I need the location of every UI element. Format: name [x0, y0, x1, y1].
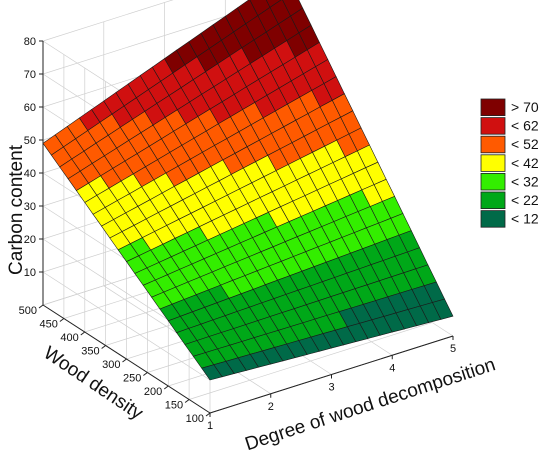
- z-tick-label: 80: [24, 36, 36, 48]
- z-tick-label: 10: [24, 267, 36, 279]
- y-tick-mark: [163, 385, 169, 390]
- surface-plot: [42, 0, 454, 381]
- legend-label: < 22: [511, 192, 539, 208]
- y-tick-label: 350: [81, 346, 99, 358]
- y-tick-mark: [59, 318, 65, 322]
- x-axis-title: Degree of wood decomposition: [242, 354, 498, 455]
- y-tick-label: 200: [144, 386, 162, 398]
- y-tick-mark: [205, 412, 211, 417]
- y-tick-mark: [143, 372, 148, 376]
- y-tick-label: 500: [19, 305, 37, 317]
- z-tick-label: 30: [24, 201, 36, 213]
- z-tick-label: 50: [24, 135, 36, 147]
- legend-label: < 32: [511, 173, 539, 189]
- legend-swatch: [480, 210, 506, 228]
- x-tick-label: 2: [268, 401, 274, 413]
- tick-labels: 1020304050607080100150200250300350400450…: [19, 36, 456, 432]
- legend-swatch: [480, 172, 506, 191]
- y-tick-mark: [38, 304, 44, 309]
- z-tick-label: 60: [24, 102, 36, 114]
- y-tick-label: 100: [186, 413, 204, 425]
- legend-label: > 70: [511, 99, 539, 115]
- x-tick-label: 5: [450, 343, 456, 355]
- x-tick-label: 1: [207, 420, 213, 432]
- legend-swatch: [480, 135, 506, 154]
- legend-label: < 42: [511, 155, 539, 171]
- y-tick-label: 250: [123, 373, 141, 385]
- legend-label: < 52: [511, 136, 539, 152]
- y-tick-label: 300: [102, 359, 120, 371]
- legend-swatch: [480, 154, 506, 172]
- legend-swatch: [480, 117, 506, 135]
- y-tick-mark: [184, 399, 190, 403]
- y-tick-label: 400: [60, 332, 78, 344]
- legend-label: < 12: [511, 211, 539, 227]
- y-tick-label: 150: [165, 400, 183, 412]
- x-tick-label: 4: [389, 362, 395, 374]
- surface-cell: [432, 298, 454, 320]
- z-axis-title: Carbon content: [6, 144, 27, 275]
- y-tick-mark: [101, 345, 106, 349]
- legend: > 70 < 62 < 52 < 42 < 32 < 22 < 12: [480, 98, 539, 228]
- z-tick-label: 40: [24, 168, 36, 180]
- z-tick-label: 20: [24, 234, 36, 246]
- legend-swatch: [480, 191, 506, 210]
- y-tick-mark: [122, 358, 127, 363]
- legend-swatch: [480, 98, 506, 117]
- z-tick-label: 70: [24, 69, 36, 81]
- y-tick-mark: [80, 331, 86, 336]
- y-tick-label: 450: [40, 319, 58, 331]
- legend-label: < 62: [511, 118, 539, 134]
- x-tick-label: 3: [328, 382, 334, 394]
